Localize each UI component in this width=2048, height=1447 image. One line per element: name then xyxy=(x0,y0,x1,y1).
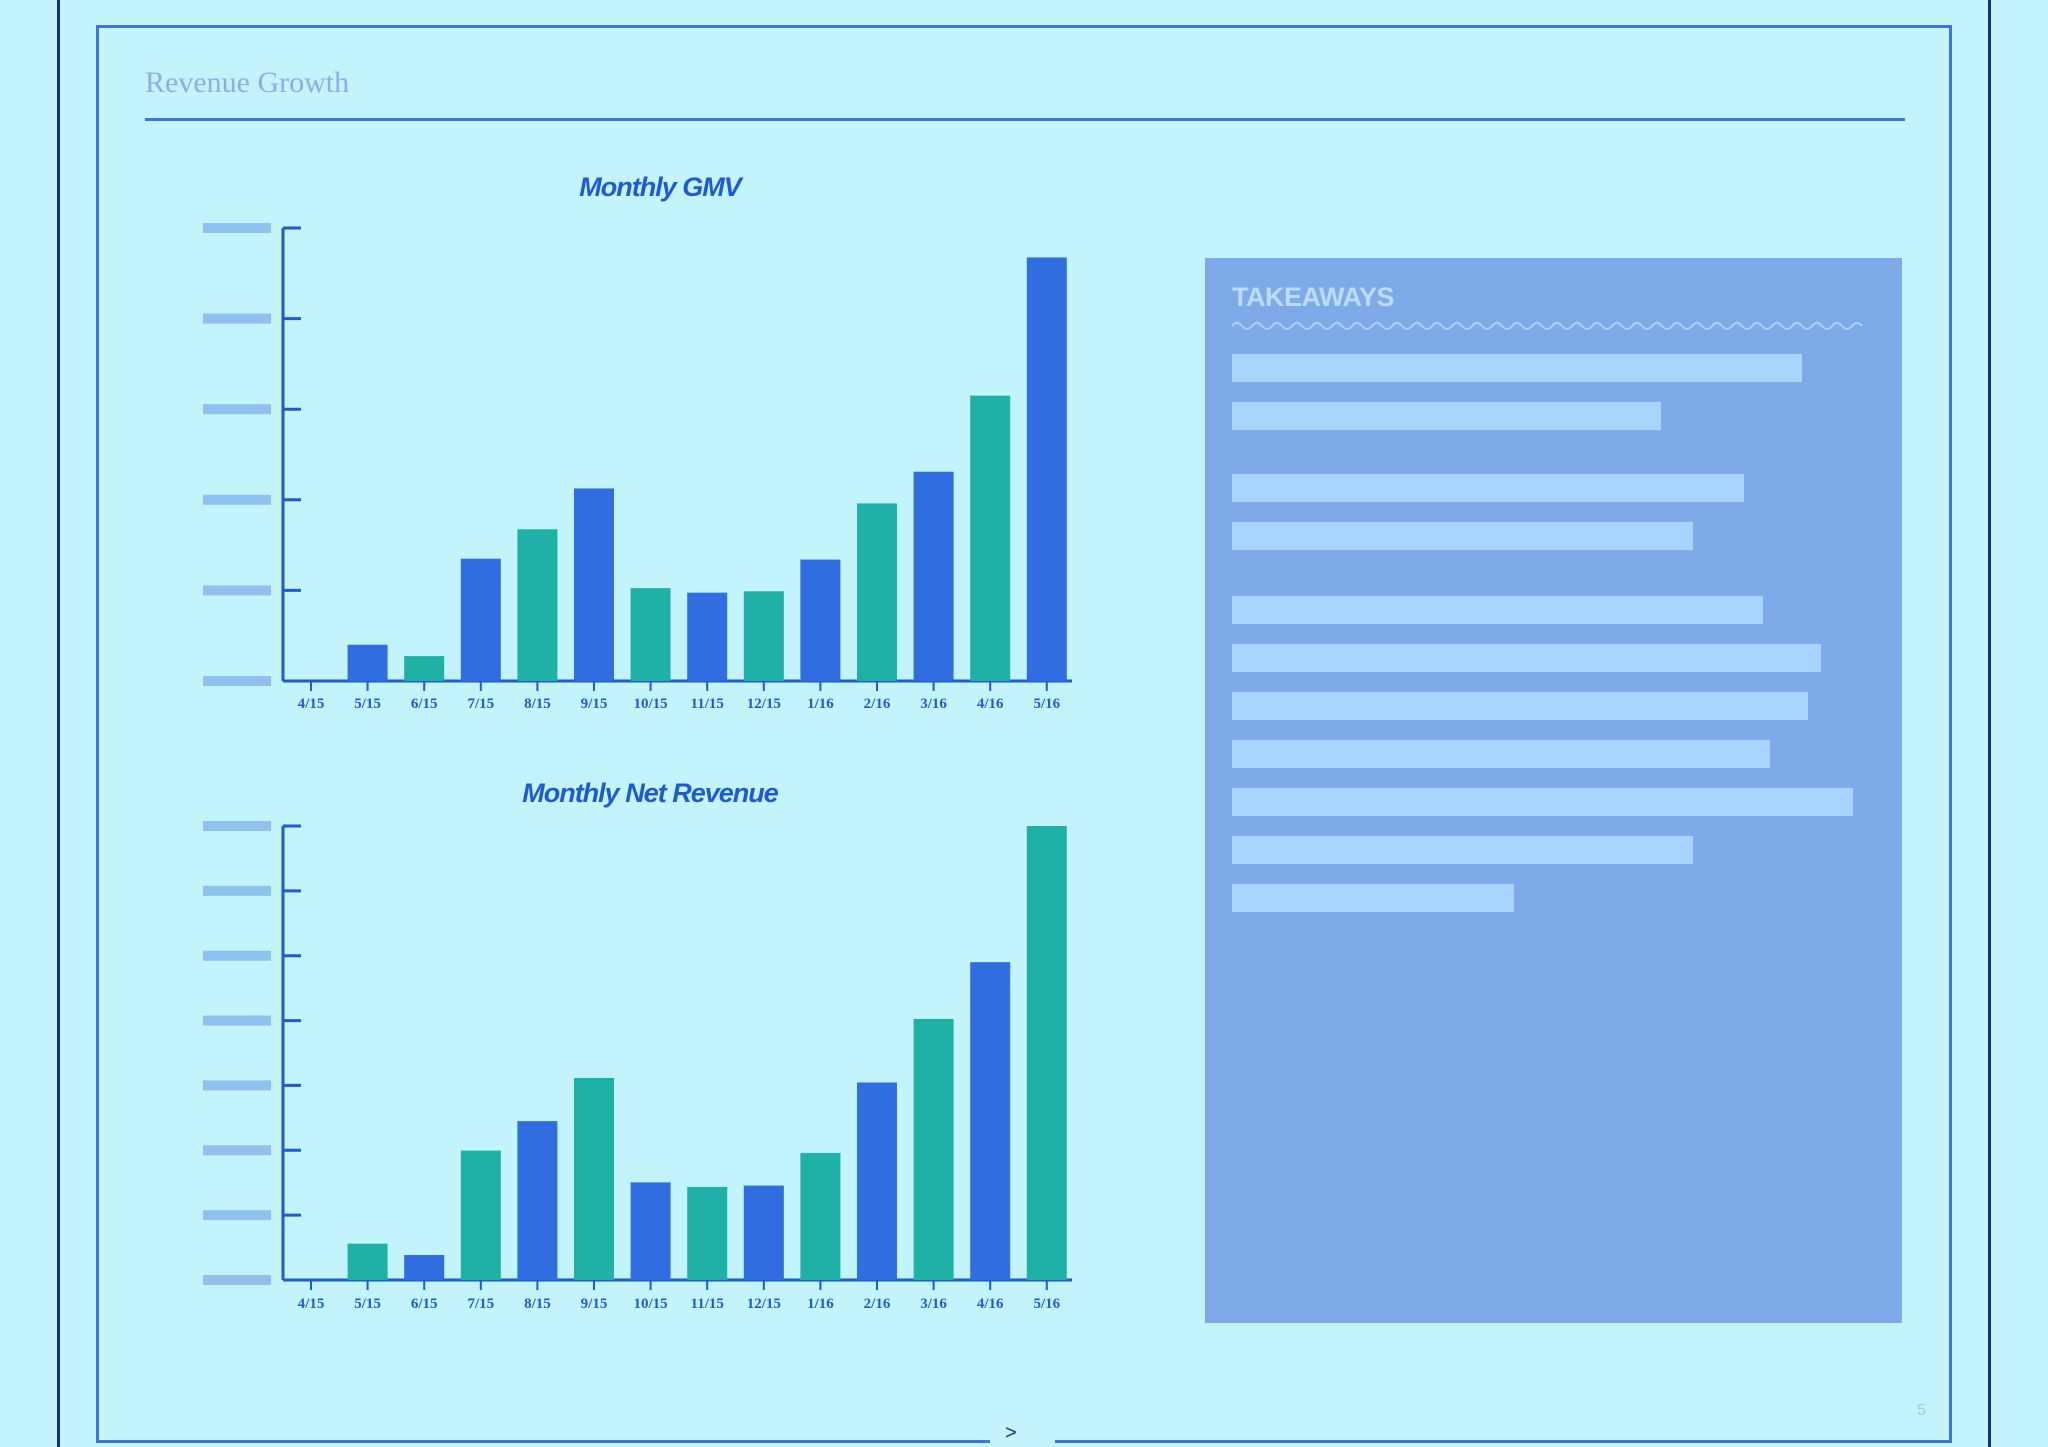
bottom-rule-gap xyxy=(990,1438,1055,1444)
takeaway-line-redacted xyxy=(1232,884,1514,912)
net-revenue-chart-title: Monthly Net Revenue xyxy=(522,778,779,808)
gmv-x-tick-label: 6/15 xyxy=(411,696,438,712)
net-revenue-bar-1-16 xyxy=(800,1152,841,1280)
takeaway-line-redacted xyxy=(1232,644,1821,672)
gmv-bar-1-16 xyxy=(800,559,841,681)
page-number: 5 xyxy=(1917,1402,1926,1419)
right-edge-rule xyxy=(1988,0,1991,1447)
takeaway-line-redacted xyxy=(1232,522,1693,550)
gmv-x-tick-label: 4/16 xyxy=(977,696,1004,712)
net-revenue-x-tick-label: 5/15 xyxy=(354,1296,381,1312)
net-revenue-y-tick-label-redacted xyxy=(203,950,271,961)
net-revenue-bar-12-15 xyxy=(743,1185,784,1280)
gmv-bar-3-16 xyxy=(913,471,954,681)
gmv-x-tick-label: 3/16 xyxy=(920,696,947,712)
net-revenue-bar-2-16 xyxy=(857,1082,897,1280)
net-revenue-x-tick-label: 1/16 xyxy=(807,1296,834,1312)
gmv-bar-12-15 xyxy=(743,591,784,681)
net-revenue-bar-10-15 xyxy=(630,1182,671,1280)
gmv-x-tick-label: 8/15 xyxy=(524,696,551,712)
gmv-bar-11-15 xyxy=(687,592,728,681)
gmv-x-tick-label: 5/15 xyxy=(354,696,381,712)
net-revenue-bar-8-15 xyxy=(517,1121,558,1280)
net-revenue-x-tick-label: 7/15 xyxy=(467,1296,494,1312)
net-revenue-x-tick-label: 5/16 xyxy=(1033,1296,1060,1312)
gmv-x-tick-label: 12/15 xyxy=(747,696,781,712)
gmv-bar-2-16 xyxy=(857,503,897,681)
net-revenue-x-tick-label: 4/16 xyxy=(977,1296,1004,1312)
gmv-x-tick-label: 7/15 xyxy=(467,696,494,712)
gmv-x-tick-label: 2/16 xyxy=(864,696,891,712)
takeaway-line-redacted xyxy=(1232,354,1802,382)
bottom-arrow-mark: > xyxy=(1005,1422,1017,1444)
net-revenue-x-tick-label: 3/16 xyxy=(920,1296,947,1312)
gmv-bar-4-16 xyxy=(970,395,1011,681)
takeaway-line-redacted xyxy=(1232,692,1808,720)
slide-title: Revenue Growth xyxy=(145,66,350,99)
gmv-bar-9-15 xyxy=(574,488,614,681)
net-revenue-x-tick-label: 4/15 xyxy=(298,1296,325,1312)
gmv-y-tick-label-redacted xyxy=(203,313,271,324)
takeaway-line-redacted xyxy=(1232,474,1744,502)
net-revenue-x-tick-label: 10/15 xyxy=(634,1296,668,1312)
net-revenue-y-tick-label-redacted xyxy=(203,821,271,831)
takeaways-wave-underline xyxy=(1232,322,1863,330)
gmv-x-tick-label: 1/16 xyxy=(807,696,834,712)
left-edge-rule xyxy=(57,0,60,1447)
gmv-y-tick-label-redacted xyxy=(203,585,271,596)
gmv-y-tick-label-redacted xyxy=(203,404,271,415)
net-revenue-y-tick-label-redacted xyxy=(203,885,271,896)
takeaways-title: TAKEAWAYS xyxy=(1232,282,1395,312)
net-revenue-y-tick-label-redacted xyxy=(203,1080,271,1091)
gmv-x-tick-label: 11/15 xyxy=(691,696,724,712)
gmv-chart-title: Monthly GMV xyxy=(579,172,741,202)
net-revenue-bar-9-15 xyxy=(574,1077,614,1280)
gmv-x-tick-label: 10/15 xyxy=(634,696,668,712)
net-revenue-bar-11-15 xyxy=(687,1186,728,1280)
net-revenue-bar-5-16 xyxy=(1026,826,1067,1280)
gmv-y-tick-label-redacted xyxy=(203,676,271,686)
charts-canvas: 4/15 5/15 6/15 7/15 8/15 9/15 10/15 11/15 12/15 1… xyxy=(203,223,1072,1312)
gmv-bar-5-16 xyxy=(1026,257,1067,681)
takeaway-line-redacted xyxy=(1232,836,1693,864)
net-revenue-bar-7-15 xyxy=(460,1150,501,1280)
gmv-bar-10-15 xyxy=(630,588,671,681)
net-revenue-x-tick-label: 8/15 xyxy=(524,1296,551,1312)
gmv-x-tick-label: 5/16 xyxy=(1033,696,1060,712)
net-revenue-bar-5-15 xyxy=(347,1243,388,1280)
net-revenue-bar-4-16 xyxy=(970,962,1011,1280)
net-revenue-y-tick-label-redacted xyxy=(203,1210,271,1221)
net-revenue-x-tick-label: 12/15 xyxy=(747,1296,781,1312)
takeaway-line-redacted xyxy=(1232,402,1661,430)
title-underline xyxy=(145,118,1905,121)
net-revenue-x-tick-label: 9/15 xyxy=(581,1296,608,1312)
gmv-bar-7-15 xyxy=(460,558,501,681)
net-revenue-y-tick-label-redacted xyxy=(203,1015,271,1026)
net-revenue-y-tick-label-redacted xyxy=(203,1145,271,1156)
net-revenue-x-tick-label: 2/16 xyxy=(864,1296,891,1312)
net-revenue-x-tick-label: 6/15 xyxy=(411,1296,438,1312)
gmv-x-tick-label: 4/15 xyxy=(298,696,325,712)
takeaway-line-redacted xyxy=(1232,596,1763,624)
takeaways-panel: TAKEAWAYS xyxy=(1205,258,1902,1323)
gmv-x-tick-label: 9/15 xyxy=(581,696,608,712)
takeaway-line-redacted xyxy=(1232,788,1853,816)
gmv-bar-6-15 xyxy=(404,656,445,681)
net-revenue-y-tick-label-redacted xyxy=(203,1275,271,1285)
net-revenue-bar-6-15 xyxy=(404,1255,445,1280)
net-revenue-bar-3-16 xyxy=(913,1018,954,1280)
gmv-y-tick-label-redacted xyxy=(203,494,271,505)
takeaway-line-redacted xyxy=(1232,740,1770,768)
gmv-bar-5-15 xyxy=(347,644,388,681)
gmv-y-tick-label-redacted xyxy=(203,223,271,233)
net-revenue-x-tick-label: 11/15 xyxy=(691,1296,724,1312)
gmv-bar-8-15 xyxy=(517,529,558,681)
